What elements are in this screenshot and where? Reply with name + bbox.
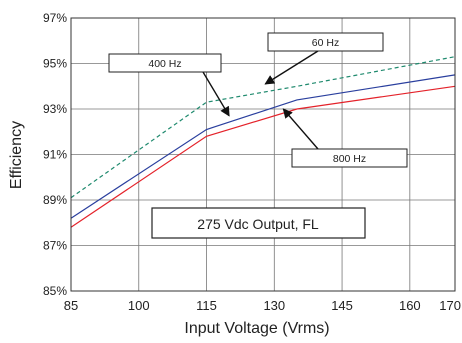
series-line xyxy=(70,85,456,228)
x-tick-label: 115 xyxy=(196,298,217,313)
x-tick-label: 145 xyxy=(331,298,353,313)
caption-box: 275 Vdc Output, FL xyxy=(151,207,366,239)
series-line xyxy=(70,56,456,199)
x-axis-title: Input Voltage (Vrms) xyxy=(184,320,329,337)
series-lines xyxy=(70,56,456,228)
x-tick-labels: 85 100 115 130 145 160 170 xyxy=(64,298,461,313)
annotations: 400 Hz 60 Hz 800 Hz xyxy=(108,32,408,168)
x-tick-label: 170 xyxy=(439,298,461,313)
x-tick-label: 130 xyxy=(263,298,285,313)
y-tick-labels: 85% 87% 89% 91% 93% 95% 97% xyxy=(43,11,67,298)
y-tick-label: 89% xyxy=(43,193,67,207)
caption-label: 275 Vdc Output, FL xyxy=(197,216,319,232)
y-tick-label: 93% xyxy=(43,102,67,116)
annotation-box: 800 Hz xyxy=(291,148,408,168)
y-tick-label: 95% xyxy=(43,57,67,71)
annotation-arrow xyxy=(282,108,319,150)
annotation-label: 60 Hz xyxy=(312,37,339,49)
annotation-label: 800 Hz xyxy=(333,153,366,165)
annotation-box: 400 Hz xyxy=(108,53,222,73)
annotation-arrow xyxy=(264,50,319,85)
y-tick-label: 87% xyxy=(43,239,67,253)
x-tick-label: 100 xyxy=(128,298,150,313)
plot-frame xyxy=(70,17,456,292)
series-line xyxy=(70,74,456,219)
x-tick-label: 85 xyxy=(64,298,78,313)
y-tick-label: 91% xyxy=(43,148,67,162)
y-tick-label: 85% xyxy=(43,284,67,298)
x-tick-label: 160 xyxy=(399,298,421,313)
annotation-box: 60 Hz xyxy=(267,32,384,52)
annotation-label: 400 Hz xyxy=(148,58,181,70)
annotation-arrow xyxy=(202,71,230,117)
y-tick-label: 97% xyxy=(43,11,67,25)
y-axis-title: Efficiency xyxy=(8,121,25,189)
